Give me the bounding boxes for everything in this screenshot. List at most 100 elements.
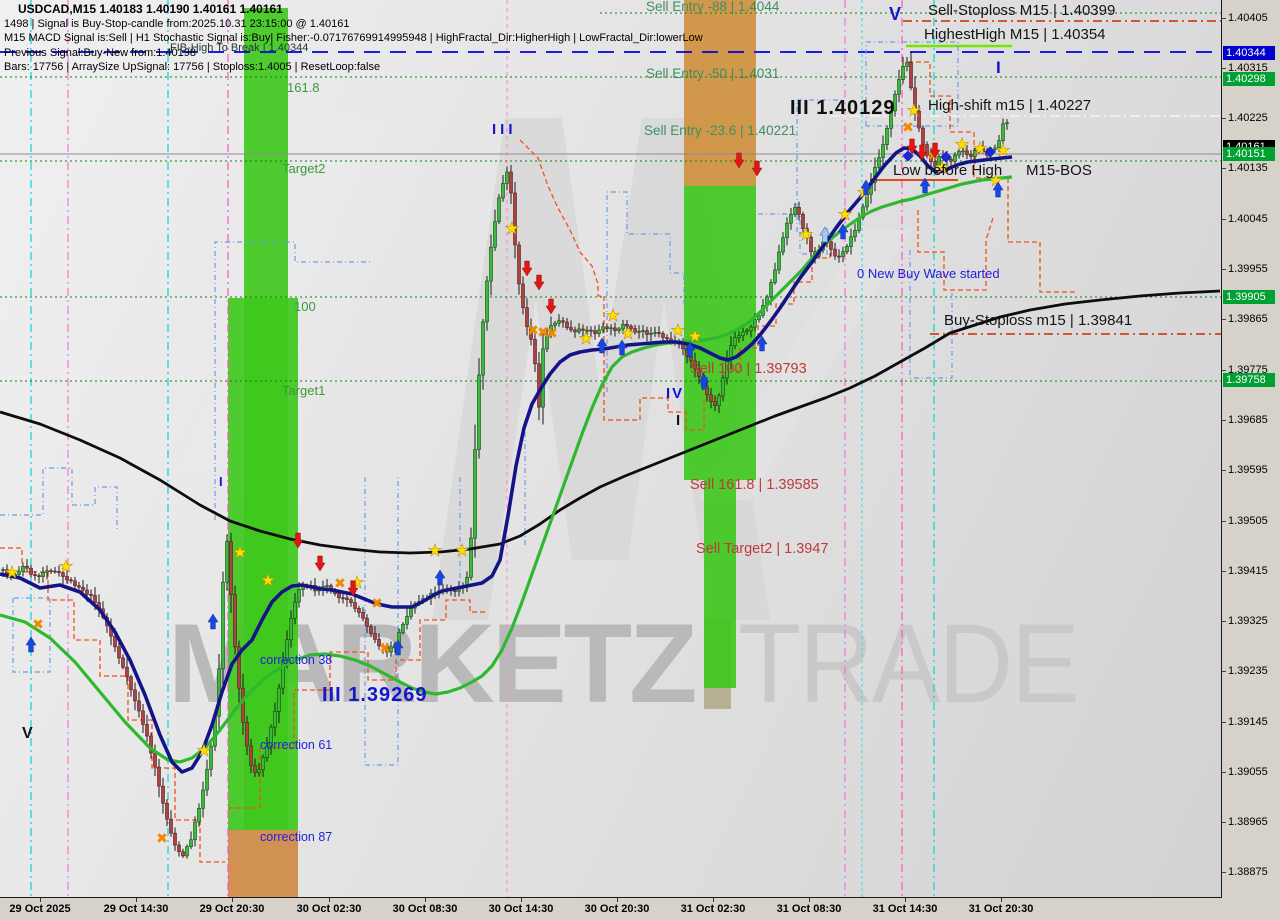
sell-arrow-icon bbox=[733, 152, 745, 169]
price-tick-mark bbox=[1222, 521, 1226, 522]
candle-body bbox=[749, 326, 753, 331]
price-tick-label: 1.38965 bbox=[1228, 816, 1268, 828]
exit-x-icon: ✖ bbox=[546, 326, 558, 342]
candle-body bbox=[121, 657, 125, 668]
candle-body bbox=[793, 207, 797, 215]
candle-body bbox=[997, 140, 1001, 149]
time-axis[interactable]: 29 Oct 2025 29 Oct 14:30 29 Oct 20:30 30 Oc… bbox=[0, 898, 1280, 920]
sell-arrow-icon bbox=[533, 274, 545, 291]
candle-body bbox=[481, 321, 485, 376]
candle-body bbox=[609, 327, 613, 330]
candle-body bbox=[361, 612, 365, 619]
candle-body bbox=[581, 328, 585, 331]
signal-star-icon: ★ bbox=[427, 541, 442, 561]
price-highlight-label: 1.40151 bbox=[1223, 147, 1275, 161]
sell-arrow-icon bbox=[929, 142, 941, 159]
candle-body bbox=[513, 192, 517, 246]
signal-star-icon: ★ bbox=[906, 101, 921, 121]
fib-zone-band bbox=[228, 298, 298, 830]
candle-body bbox=[281, 660, 285, 689]
price-tick-mark bbox=[1222, 118, 1226, 119]
signal-star-icon: ★ bbox=[605, 306, 620, 326]
candle-body bbox=[665, 337, 669, 340]
candle-body bbox=[453, 590, 457, 592]
price-tick-label: 1.39055 bbox=[1228, 766, 1268, 778]
candle-body bbox=[781, 237, 785, 253]
price-tick-label: 1.40315 bbox=[1228, 62, 1268, 74]
time-tick-label: 31 Oct 02:30 bbox=[680, 903, 746, 915]
candle-body bbox=[697, 368, 701, 378]
price-tick-mark bbox=[1222, 370, 1226, 371]
price-tick-label: 1.39685 bbox=[1228, 414, 1268, 426]
trailing-stop-line bbox=[228, 599, 486, 809]
candle-body bbox=[289, 617, 293, 641]
signal-star-icon: ★ bbox=[58, 557, 73, 577]
fib-zone-band bbox=[228, 830, 298, 897]
candle-body bbox=[753, 319, 757, 328]
candle-body bbox=[889, 110, 893, 129]
candle-body bbox=[553, 322, 557, 326]
candle-body bbox=[369, 626, 373, 634]
candle-body bbox=[73, 580, 77, 586]
candle-body bbox=[641, 330, 645, 332]
candle-body bbox=[585, 329, 589, 332]
candle-body bbox=[645, 330, 649, 335]
candle-body bbox=[1005, 122, 1009, 125]
time-tick-label: 30 Oct 08:30 bbox=[392, 903, 458, 915]
candle-body bbox=[637, 330, 641, 333]
time-tick-label: 29 Oct 2025 bbox=[9, 903, 71, 915]
time-tick-mark bbox=[521, 898, 522, 902]
candle-body bbox=[1, 569, 5, 571]
candle-body bbox=[565, 321, 569, 328]
fractal-channel-line bbox=[364, 477, 399, 766]
buy-arrow-icon bbox=[992, 181, 1004, 198]
time-tick-label: 30 Oct 02:30 bbox=[296, 903, 362, 915]
sell-arrow-icon bbox=[916, 144, 928, 161]
candle-body bbox=[629, 325, 633, 329]
signal-star-icon: ★ bbox=[4, 563, 19, 583]
candle-body bbox=[605, 326, 609, 329]
candle-body bbox=[621, 324, 625, 330]
chart-drawing-layer[interactable]: ★★★★★★★★★★★★★★★★★★★★★★★✖✖✖✖✖✖✖✖✖✖ bbox=[0, 0, 1221, 897]
time-tick-label: 29 Oct 14:30 bbox=[103, 903, 169, 915]
candle-body bbox=[713, 401, 717, 406]
time-tick-label: 30 Oct 14:30 bbox=[488, 903, 554, 915]
fractal-channel-line bbox=[865, 41, 959, 127]
time-tick-mark bbox=[1001, 898, 1002, 902]
candle-body bbox=[285, 639, 289, 661]
exit-x-icon: ✖ bbox=[927, 148, 939, 164]
candle-body bbox=[741, 331, 745, 336]
candle-body bbox=[797, 207, 801, 215]
candle-body bbox=[117, 646, 121, 659]
candle-body bbox=[93, 595, 97, 603]
candle-body bbox=[189, 839, 193, 847]
candle-body bbox=[265, 745, 269, 758]
time-tick-label: 31 Oct 20:30 bbox=[968, 903, 1034, 915]
trailing-stop-line bbox=[519, 139, 831, 431]
signal-star-icon: ★ bbox=[454, 541, 469, 561]
candle-body bbox=[165, 802, 169, 820]
previous-signal-line: Previous Signal:Buy-New from:1.40198 FIB… bbox=[4, 42, 703, 61]
price-axis[interactable]: 1.40405 1.40315 1.40225 1.40135 1.40045 1.399… bbox=[1222, 0, 1280, 898]
fractal-channel-line bbox=[909, 250, 953, 379]
price-tick-label: 1.39595 bbox=[1228, 464, 1268, 476]
candle-body bbox=[657, 332, 661, 334]
price-tick-label: 1.39865 bbox=[1228, 313, 1268, 325]
candle-body bbox=[221, 581, 225, 670]
candle-body bbox=[541, 348, 545, 408]
candle-body bbox=[717, 395, 721, 406]
candle-body bbox=[733, 337, 737, 347]
signal-diamond-icon bbox=[902, 150, 914, 162]
candle-body bbox=[485, 280, 489, 323]
candle-body bbox=[805, 228, 809, 238]
candle-body bbox=[885, 128, 889, 145]
signal-line: 1498 | Signal is Buy-Stop-candle from:20… bbox=[4, 17, 350, 30]
candle-body bbox=[341, 597, 345, 600]
candle-body bbox=[1001, 123, 1005, 141]
candle-body bbox=[633, 328, 637, 333]
chart-canvas[interactable]: MARKETZ TRADE ★★★★★★★★★★★★★★★★★★★★★★★✖✖✖… bbox=[0, 0, 1222, 898]
candle-body bbox=[721, 377, 725, 397]
candle-body bbox=[557, 320, 561, 324]
candle-body bbox=[833, 248, 837, 257]
time-tick-mark bbox=[713, 898, 714, 902]
